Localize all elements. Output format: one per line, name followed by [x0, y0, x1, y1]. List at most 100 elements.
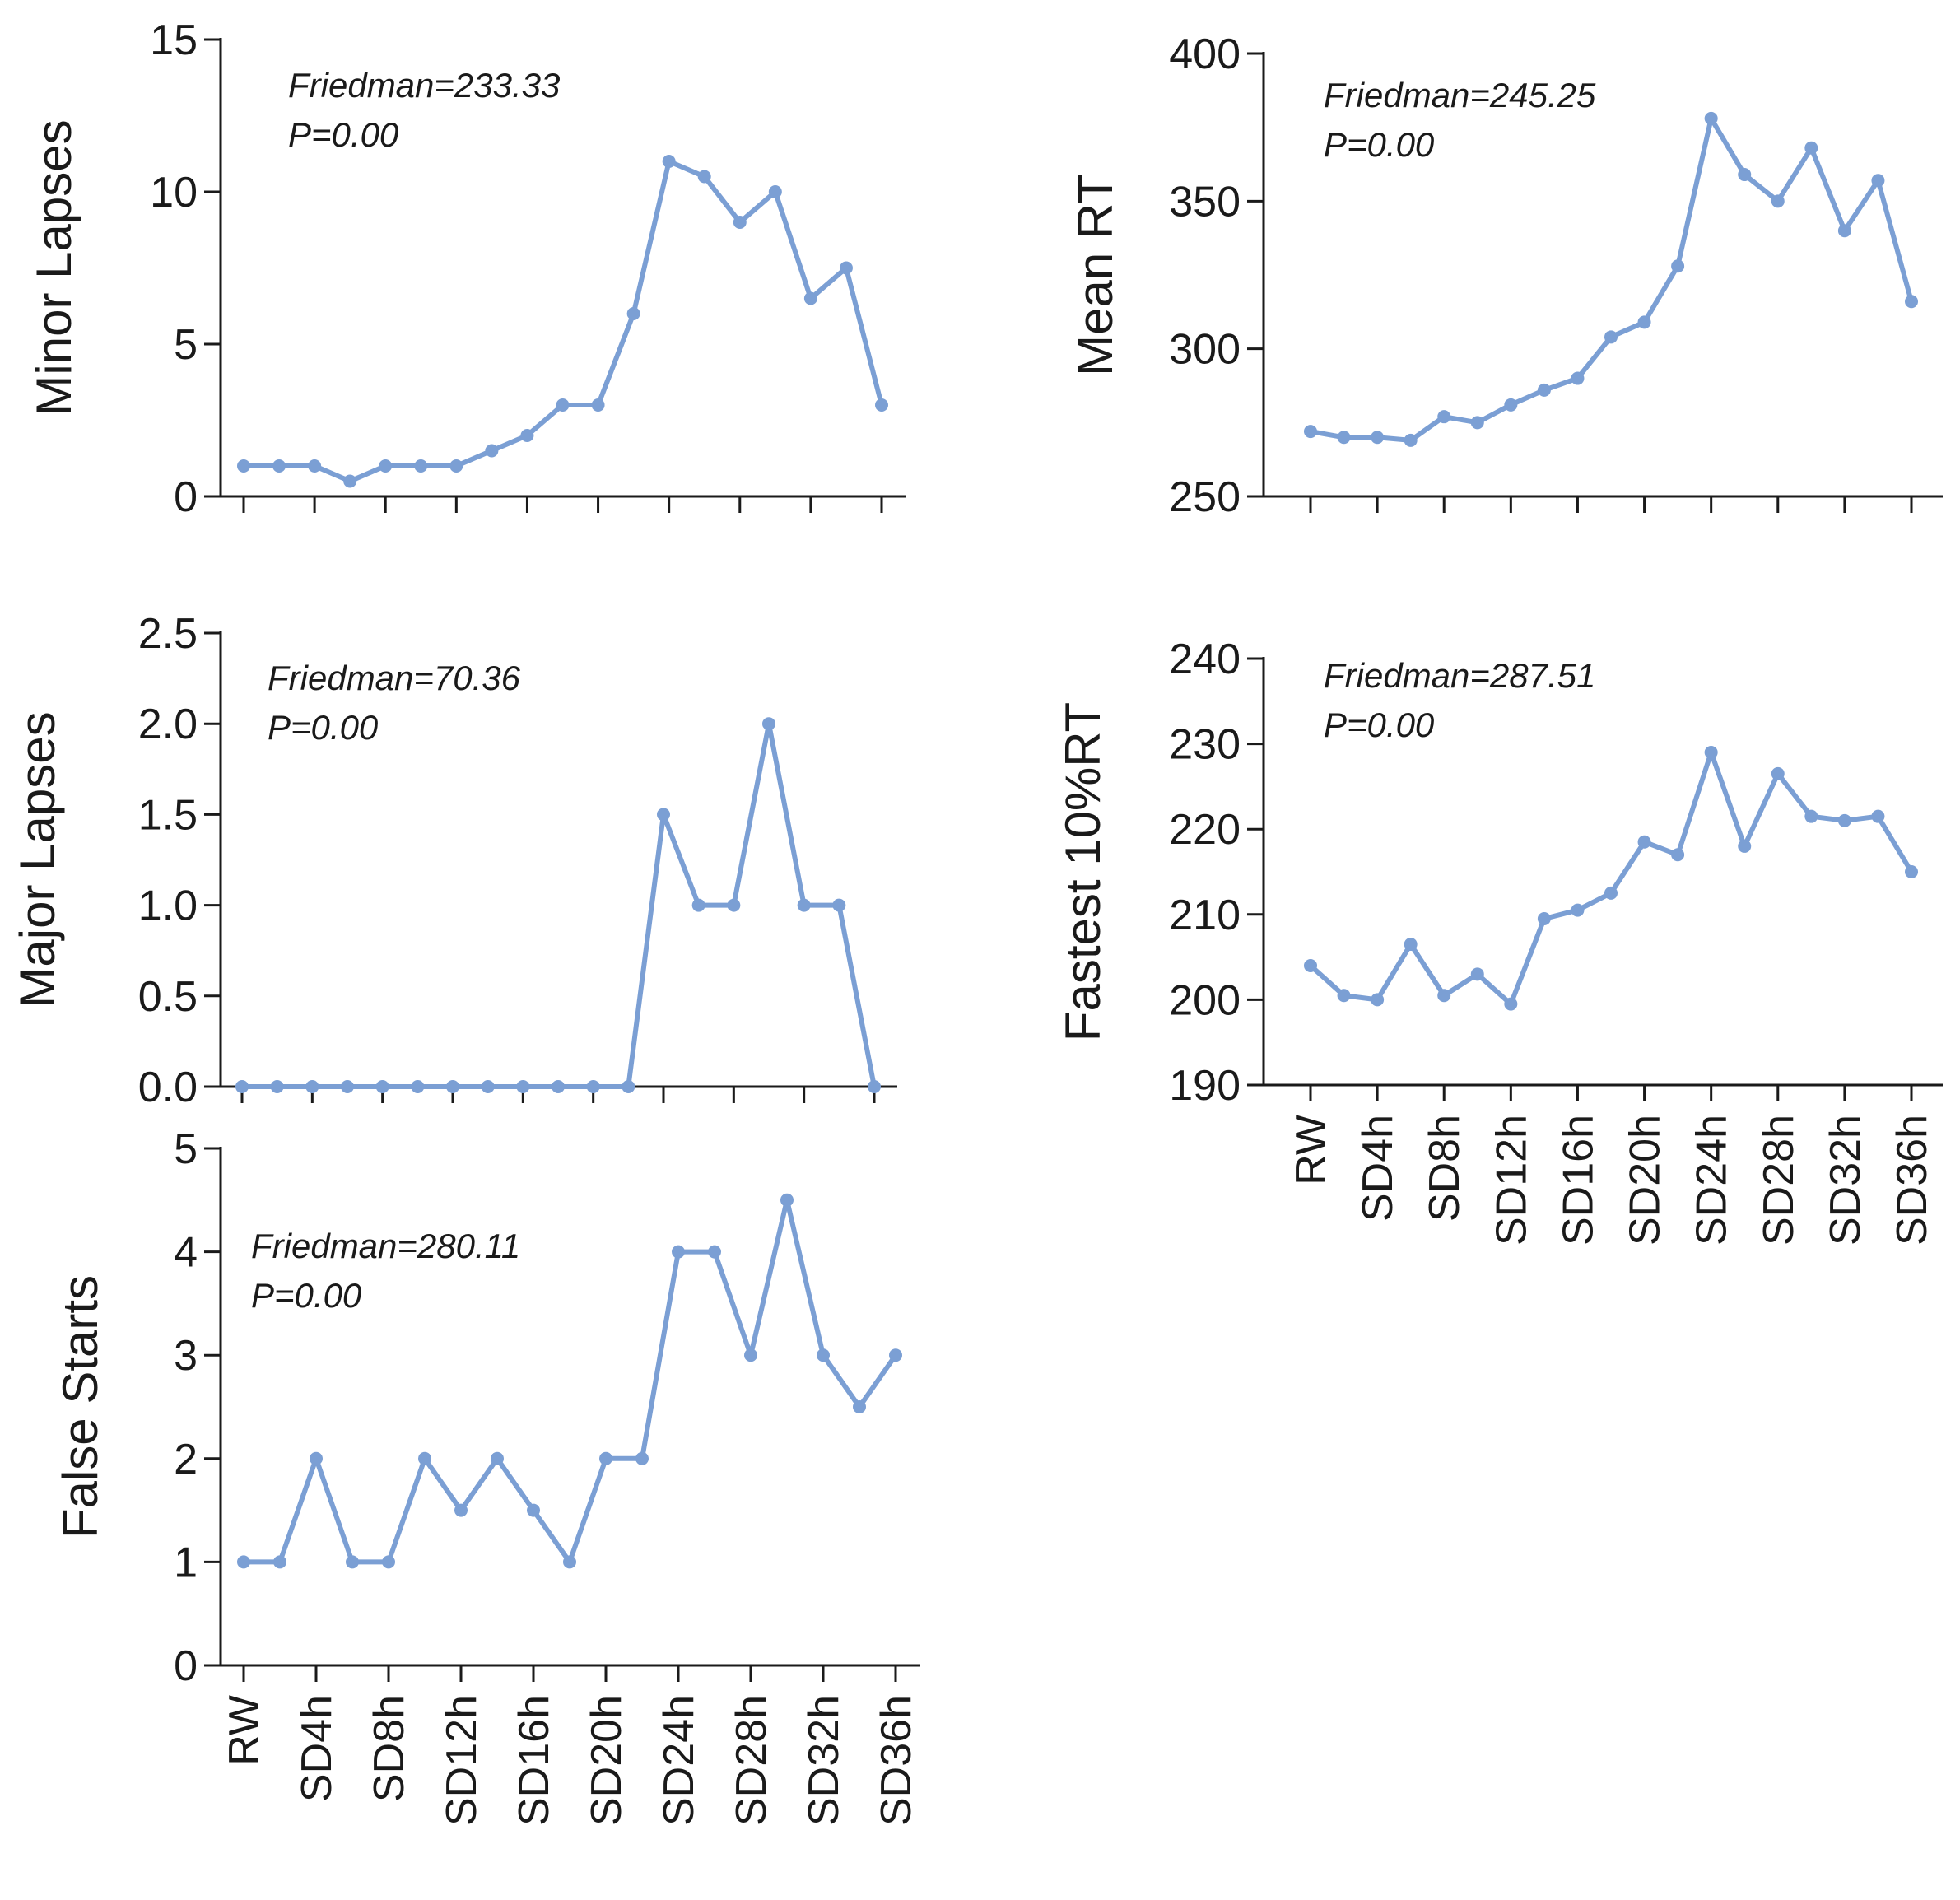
major-data-point: [552, 1080, 565, 1093]
major-y-tick-label: 2.5: [138, 610, 198, 658]
false-x-tick-label: RW: [221, 1695, 268, 1766]
false-data-point: [491, 1451, 504, 1465]
mean-y-tick-label: 350: [1169, 178, 1241, 226]
minor-data-point: [733, 216, 747, 229]
major-series-line: [242, 721, 877, 1089]
major-y-tick-label: 1.5: [138, 791, 198, 839]
false-data-point: [635, 1451, 649, 1465]
minor-data-point: [662, 155, 676, 168]
fastest-x-tick-label: SD36h: [1888, 1115, 1936, 1246]
mean-data-point: [1371, 431, 1385, 445]
major-data-point: [341, 1080, 354, 1093]
false-data-point: [310, 1451, 323, 1465]
mean-y-tick-label: 250: [1169, 473, 1241, 521]
major-data-point: [727, 898, 741, 912]
false-data-point: [382, 1555, 395, 1569]
major-data-point: [305, 1080, 319, 1093]
false-x-tick-label: SD16h: [510, 1695, 558, 1826]
major-stat-annotation: P=0.00: [268, 708, 379, 747]
fastest-data-point: [1771, 766, 1785, 780]
major-data-point: [691, 898, 705, 912]
major-y-tick-label: 1.0: [138, 882, 198, 930]
major-data-point: [832, 898, 846, 912]
minor-data-point: [591, 398, 605, 412]
mean-data-point: [1771, 194, 1785, 208]
fastest-data-point: [1837, 813, 1851, 827]
major-y-axis-title: Major Lapses: [10, 711, 65, 1008]
mean-y-tick-label: 400: [1169, 30, 1241, 78]
mean-data-point: [1337, 431, 1351, 445]
fastest-x-tick-label: RW: [1287, 1115, 1335, 1185]
fastest-x-tick-label: SD32h: [1822, 1115, 1869, 1246]
mean-data-point: [1871, 174, 1885, 188]
fastest-data-point: [1905, 865, 1918, 878]
major-y-tick-label: 0.0: [138, 1064, 198, 1111]
minor-y-tick-label: 15: [150, 16, 198, 64]
false-data-point: [563, 1555, 576, 1569]
false-data-point: [527, 1503, 540, 1517]
minor-data-point: [379, 459, 393, 473]
minor-data-point: [839, 261, 853, 275]
major-data-point: [270, 1080, 284, 1093]
mean-data-point: [1738, 168, 1752, 182]
mean-data-point: [1671, 259, 1685, 273]
fastest-data-point: [1304, 958, 1317, 972]
major-data-point: [375, 1080, 389, 1093]
false-stat-annotation: P=0.00: [251, 1276, 362, 1315]
fastest-data-point: [1637, 835, 1651, 849]
major-data-point: [586, 1080, 600, 1093]
false-x-tick-label: SD24h: [655, 1695, 703, 1826]
fastest-x-tick-label: SD4h: [1354, 1115, 1402, 1222]
minor-data-point: [697, 170, 711, 184]
mean-data-point: [1537, 383, 1551, 397]
minor-series-line: [244, 159, 884, 484]
false-y-tick-label: 1: [174, 1539, 198, 1586]
false-x-tick-label: SD4h: [293, 1695, 341, 1802]
fastest-data-point: [1404, 938, 1418, 952]
false-x-tick-label: SD12h: [438, 1695, 486, 1826]
mean-y-axis-title: Mean RT: [1068, 174, 1123, 376]
fastest-data-point: [1470, 967, 1484, 981]
fastest-x-tick-label: SD24h: [1688, 1115, 1736, 1246]
minor-data-point: [875, 398, 888, 412]
false-data-point: [273, 1555, 286, 1569]
mean-data-point: [1837, 224, 1851, 238]
false-stat-annotation: Friedman=280.11: [251, 1227, 520, 1265]
fastest-x-tick-label: SD20h: [1622, 1115, 1669, 1246]
fastest-y-tick-label: 190: [1169, 1062, 1241, 1110]
false-x-tick-label: SD28h: [728, 1695, 775, 1826]
minor-data-point: [272, 459, 286, 473]
fastest-data-point: [1738, 839, 1752, 853]
major-data-point: [481, 1080, 495, 1093]
mean-y-tick-label: 300: [1169, 326, 1241, 374]
minor-y-tick-label: 0: [174, 473, 198, 521]
fastest-series-line: [1309, 750, 1914, 1007]
false-data-point: [454, 1503, 468, 1517]
major-data-point: [797, 898, 811, 912]
false-data-point: [889, 1348, 902, 1362]
major-data-point: [657, 808, 670, 822]
false-x-tick-label: SD36h: [873, 1695, 920, 1826]
major-y-tick-label: 2.0: [138, 701, 198, 748]
mean-data-point: [1404, 433, 1418, 447]
mean-stat-annotation: P=0.00: [1324, 125, 1435, 164]
mean-data-point: [1437, 410, 1451, 424]
mean-data-point: [1304, 425, 1317, 439]
fastest-data-point: [1337, 989, 1351, 1003]
false-data-point: [744, 1348, 757, 1362]
minor-stat-annotation: Friedman=233.33: [288, 66, 560, 105]
false-data-point: [346, 1555, 359, 1569]
false-data-point: [599, 1451, 612, 1465]
fastest-y-tick-label: 210: [1169, 892, 1241, 939]
minor-data-point: [449, 459, 463, 473]
minor-data-point: [237, 459, 250, 473]
false-y-tick-label: 4: [174, 1229, 198, 1277]
fastest-stat-annotation: Friedman=287.51: [1324, 656, 1595, 695]
fastest-data-point: [1437, 989, 1451, 1003]
major-data-point: [235, 1080, 249, 1093]
fastest-y-tick-label: 220: [1169, 806, 1241, 854]
minor-data-point: [626, 307, 640, 320]
fastest-data-point: [1704, 745, 1718, 759]
major-data-point: [762, 717, 775, 731]
minor-data-point: [343, 474, 357, 488]
